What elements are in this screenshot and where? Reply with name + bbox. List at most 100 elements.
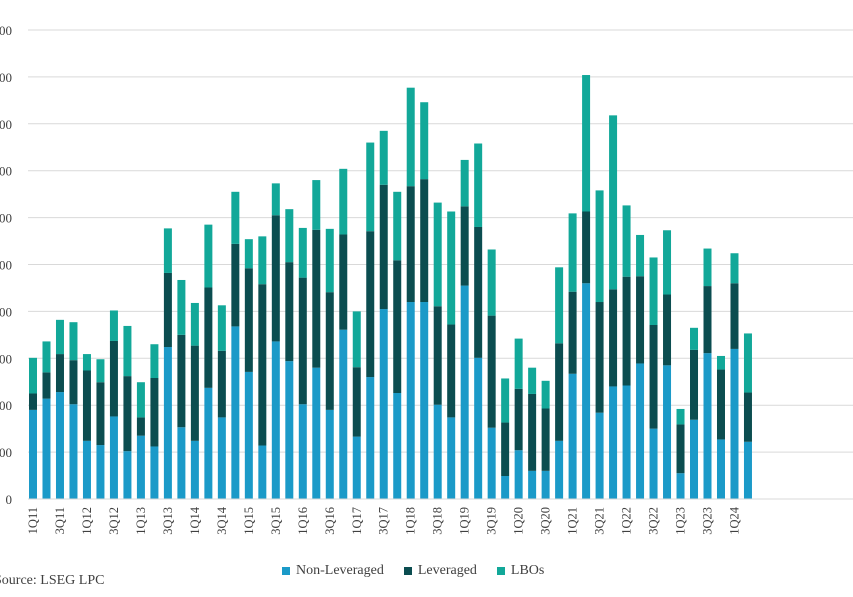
bar-segment-non-leveraged: [555, 440, 564, 499]
bar-segment-non-leveraged: [622, 385, 631, 499]
bar-segment-leveraged: [69, 360, 78, 405]
x-tick-label: 3Q22: [647, 507, 661, 535]
x-tick-label: 3Q14: [215, 506, 229, 535]
bar-segment-non-leveraged: [663, 365, 672, 499]
y-tick-label: 300: [0, 351, 12, 366]
bar-segment-non-leveraged: [487, 427, 496, 499]
bar-segment-non-leveraged: [649, 428, 658, 499]
bar-segment-lbos: [163, 228, 172, 273]
bar-segment-lbos: [406, 87, 415, 187]
bar-segment-leveraged: [447, 324, 456, 418]
bar-segment-non-leveraged: [541, 470, 550, 499]
bar-segment-leveraged: [743, 392, 752, 442]
source-note: Source: LSEG LPC: [0, 573, 105, 588]
bar-segment-lbos: [298, 227, 307, 278]
bar-segment-non-leveraged: [420, 302, 429, 499]
bar-segment-non-leveraged: [123, 451, 132, 499]
bar-segment-lbos: [555, 267, 564, 344]
y-tick-label: 500: [0, 258, 12, 273]
bar-segment-lbos: [676, 408, 685, 425]
bar-segment-non-leveraged: [339, 329, 348, 499]
bar-segment-lbos: [433, 202, 442, 307]
legend-item-non-leveraged: Non-Leveraged: [282, 563, 384, 579]
legend-label: Non-Leveraged: [296, 563, 384, 578]
bar-segment-leveraged: [190, 345, 199, 441]
x-tick-label: 1Q12: [80, 507, 94, 535]
x-tick-label: 1Q22: [620, 507, 634, 535]
bar-segment-lbos: [716, 355, 725, 370]
bar-segment-non-leveraged: [325, 409, 334, 499]
legend-item-lbos: LBOs: [496, 563, 545, 579]
bar-segment-lbos: [231, 191, 240, 244]
bar-segment-non-leveraged: [716, 439, 725, 499]
bar-segment-lbos: [217, 305, 226, 351]
bar-segment-non-leveraged: [150, 446, 159, 499]
bar-segment-lbos: [690, 327, 699, 350]
bar-segment-leveraged: [555, 343, 564, 441]
bar-segment-leveraged: [730, 283, 739, 349]
bar-segment-non-leveraged: [69, 404, 78, 499]
bar-segment-leveraged: [177, 334, 186, 428]
x-tick-label: 1Q11: [26, 507, 40, 534]
legend-item-leveraged: Leveraged: [403, 563, 477, 579]
bar-segment-lbos: [460, 159, 469, 207]
bar-segment-leveraged: [325, 292, 334, 410]
bar-segment-non-leveraged: [743, 441, 752, 499]
x-axis-ticks: 1Q11 3Q11 1Q12 3Q12 1Q13 3Q13 1Q14 3Q14 1Q15 3Q15…: [26, 506, 741, 535]
bar-segment-leveraged: [487, 315, 496, 428]
bar-segment-lbos: [528, 367, 537, 394]
bar-segment-leveraged: [312, 229, 321, 368]
x-tick-label: 3Q12: [107, 507, 121, 535]
x-tick-label: 1Q20: [512, 507, 526, 535]
bar-segment-lbos: [514, 338, 523, 389]
legend-label: Leveraged: [417, 563, 477, 578]
bar-segment-lbos: [109, 310, 118, 341]
y-tick-label: 1,000: [0, 23, 12, 38]
bar-segment-leveraged: [541, 408, 550, 471]
bar-segment-leveraged: [204, 287, 213, 388]
bar-segment-lbos: [568, 213, 577, 292]
bar-segment-non-leveraged: [217, 417, 226, 499]
bar-segment-non-leveraged: [271, 341, 280, 499]
bar-segment-lbos: [55, 319, 64, 355]
x-tick-label: 1Q17: [350, 507, 364, 535]
bar-segment-non-leveraged: [447, 417, 456, 499]
bar-segment-leveraged: [595, 302, 604, 413]
bar-segment-lbos: [609, 115, 618, 290]
bar-segment-non-leveraged: [312, 367, 321, 499]
y-axis-ticks: 0 100 200 300 400 500 600 700 800 900 1,000: [0, 23, 12, 507]
bar-segment-lbos: [82, 354, 91, 371]
bar-segment-lbos: [487, 249, 496, 316]
x-tick-label: 1Q16: [296, 507, 310, 535]
legend-label: LBOs: [510, 563, 545, 578]
x-tick-label: 3Q23: [701, 507, 715, 535]
bar-segment-leveraged: [501, 422, 510, 477]
bar-segment-lbos: [595, 190, 604, 303]
bar-segment-leveraged: [514, 388, 523, 451]
bar-segment-lbos: [29, 357, 37, 394]
bar-segment-leveraged: [716, 369, 725, 440]
bar-segment-lbos: [447, 211, 456, 325]
bar-segment-leveraged: [285, 262, 294, 362]
bar-segment-non-leveraged: [204, 387, 213, 499]
bar-segment-leveraged: [231, 243, 240, 327]
bar-segment-lbos: [636, 234, 645, 277]
bar-segment-non-leveraged: [595, 412, 604, 499]
x-tick-label: 3Q17: [377, 507, 391, 535]
y-tick-label: 700: [0, 164, 12, 179]
bar-segment-leveraged: [433, 306, 442, 405]
bar-segment-leveraged: [622, 276, 631, 386]
legend: Non-Leveraged Leveraged LBOs: [282, 563, 544, 579]
bar-segment-leveraged: [217, 350, 226, 418]
bar-segment-non-leveraged: [55, 392, 64, 499]
bar-segment-leveraged: [55, 354, 64, 393]
bar-segment-non-leveraged: [42, 398, 51, 499]
bar-segment-leveraged: [379, 184, 388, 310]
y-tick-label: 100: [0, 445, 12, 460]
bar-segment-lbos: [312, 180, 321, 230]
bar-segment-leveraged: [636, 276, 645, 364]
bar-segment-lbos: [190, 302, 199, 346]
bar-segment-leveraged: [29, 393, 37, 410]
bar-segment-leveraged: [352, 367, 361, 437]
